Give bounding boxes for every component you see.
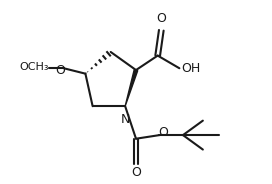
Text: OCH₃: OCH₃ <box>19 62 49 72</box>
Text: O: O <box>156 12 166 25</box>
Text: O: O <box>158 126 168 139</box>
Text: OH: OH <box>181 62 201 75</box>
Text: O: O <box>55 64 65 77</box>
Text: O: O <box>131 166 141 179</box>
Text: N: N <box>120 112 130 125</box>
Polygon shape <box>125 70 138 106</box>
